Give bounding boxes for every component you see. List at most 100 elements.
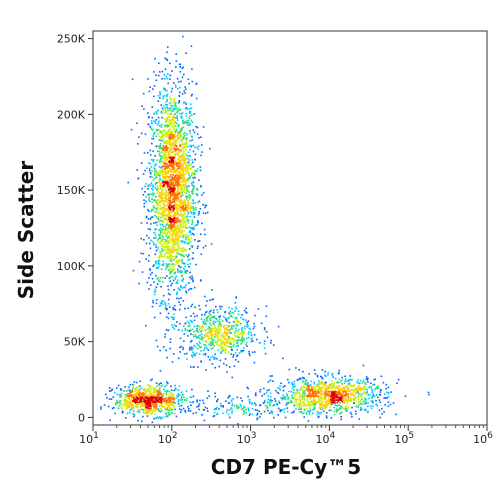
data-point	[164, 164, 166, 166]
data-point	[388, 393, 390, 395]
data-point	[176, 228, 178, 230]
data-point	[155, 176, 157, 178]
data-point	[167, 416, 169, 418]
data-point	[303, 380, 305, 382]
data-point	[228, 326, 230, 328]
data-point	[179, 259, 181, 261]
data-point	[180, 81, 182, 83]
data-point	[173, 259, 175, 261]
data-point	[231, 349, 233, 351]
data-point	[227, 345, 229, 347]
data-point	[180, 271, 182, 273]
data-point	[189, 198, 191, 200]
data-point	[347, 387, 349, 389]
data-point	[327, 387, 329, 389]
data-point	[267, 337, 269, 339]
data-point	[151, 122, 153, 124]
data-point	[166, 329, 168, 331]
data-point	[180, 185, 182, 187]
data-point	[163, 220, 165, 222]
data-point	[153, 113, 155, 115]
data-point	[189, 347, 191, 349]
data-point	[143, 173, 145, 175]
data-point	[152, 195, 154, 197]
data-point	[172, 165, 174, 167]
data-point	[195, 335, 197, 337]
data-point	[268, 389, 270, 391]
data-point	[287, 396, 289, 398]
data-point	[153, 96, 155, 98]
data-point	[246, 338, 248, 340]
data-point	[130, 384, 132, 386]
data-point	[190, 212, 192, 214]
data-point	[366, 392, 368, 394]
data-point	[351, 407, 353, 409]
data-point	[182, 136, 184, 138]
data-point	[156, 111, 158, 113]
data-point	[174, 409, 176, 411]
data-point	[169, 280, 171, 282]
data-point	[301, 399, 303, 401]
data-point	[194, 174, 196, 176]
data-point	[204, 234, 206, 236]
data-point	[175, 192, 177, 194]
data-point	[164, 336, 166, 338]
data-point	[233, 344, 235, 346]
data-point	[168, 176, 170, 178]
data-point	[155, 184, 157, 186]
data-point	[201, 328, 203, 330]
data-point	[155, 211, 157, 213]
data-point	[355, 411, 357, 413]
data-point	[173, 138, 175, 140]
data-point	[226, 328, 228, 330]
data-point	[177, 200, 179, 202]
data-point	[176, 115, 178, 117]
data-point	[238, 337, 240, 339]
data-point	[242, 318, 244, 320]
data-point	[221, 342, 223, 344]
data-point	[188, 211, 190, 213]
data-point	[145, 183, 147, 185]
data-point	[175, 264, 177, 266]
data-point	[198, 341, 200, 343]
data-point	[187, 243, 189, 245]
data-point	[178, 163, 180, 165]
data-point	[159, 170, 161, 172]
data-point	[235, 352, 237, 354]
data-point	[171, 283, 173, 285]
data-point	[153, 179, 155, 181]
data-point	[352, 385, 354, 387]
data-point	[170, 155, 172, 157]
data-point	[241, 340, 243, 342]
data-point	[181, 276, 183, 278]
data-point	[149, 385, 151, 387]
data-point	[179, 64, 181, 66]
x-tick-label: 103	[237, 431, 257, 446]
data-point	[173, 249, 175, 251]
data-point	[293, 392, 295, 394]
data-point	[185, 270, 187, 272]
data-point	[343, 387, 345, 389]
data-point	[153, 407, 155, 409]
data-point	[184, 353, 186, 355]
data-point	[237, 340, 239, 342]
data-point	[168, 397, 170, 399]
data-point	[168, 394, 170, 396]
data-point	[196, 98, 198, 100]
data-point	[233, 345, 235, 347]
data-point	[121, 408, 123, 410]
data-point	[160, 286, 162, 288]
data-point	[182, 393, 184, 395]
data-point	[149, 200, 151, 202]
data-point	[184, 189, 186, 191]
data-point	[357, 387, 359, 389]
data-point	[187, 124, 189, 126]
data-point	[350, 379, 352, 381]
data-point	[168, 200, 170, 202]
data-point	[175, 200, 177, 202]
data-point	[153, 394, 155, 396]
data-point	[270, 375, 272, 377]
data-point	[169, 134, 171, 136]
data-point	[224, 312, 226, 314]
data-point	[234, 324, 236, 326]
